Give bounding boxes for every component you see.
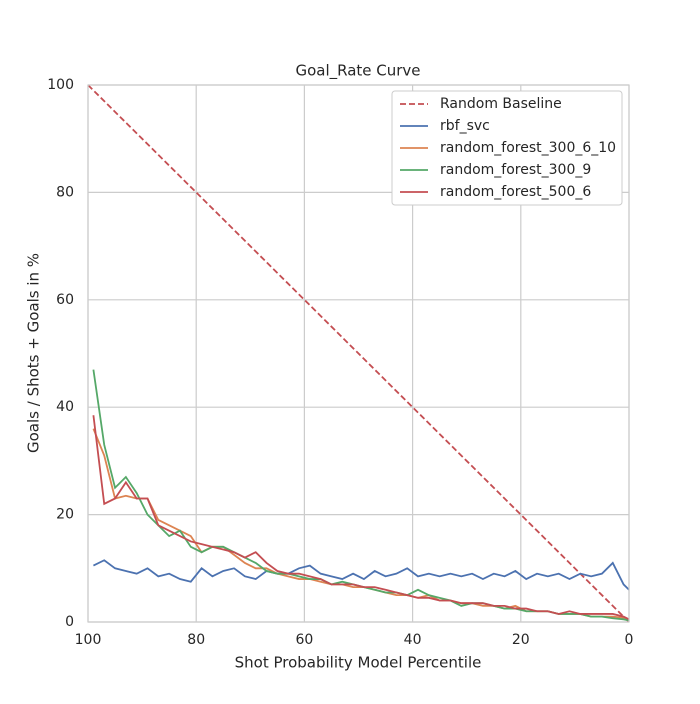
x-tick-label: 40 xyxy=(404,632,422,648)
x-tick-label: 0 xyxy=(625,632,634,648)
x-tick-label: 100 xyxy=(75,632,102,648)
x-tick-label: 20 xyxy=(512,632,530,648)
legend-label: random_forest_300_6_10 xyxy=(440,140,616,156)
y-tick-label: 20 xyxy=(56,507,74,523)
legend-box xyxy=(391,90,623,206)
x-tick-label: 80 xyxy=(187,632,205,648)
series-line xyxy=(92,415,630,621)
y-tick-label: 80 xyxy=(56,184,74,200)
legend-label: rbf_svc xyxy=(440,118,490,134)
y-tick-label: 40 xyxy=(56,399,74,415)
y-tick-label: 100 xyxy=(47,77,74,93)
legend-label: random_forest_500_6 xyxy=(440,184,591,200)
y-tick-label: 0 xyxy=(65,614,74,630)
x-axis-label: Shot Probability Model Percentile xyxy=(235,654,482,672)
chart-title: Goal_Rate Curve xyxy=(295,62,420,81)
legend-label: Random Baseline xyxy=(440,96,562,112)
plot-border xyxy=(87,84,630,623)
legend-label: random_forest_300_9 xyxy=(440,162,591,178)
series-line xyxy=(87,84,630,623)
x-tick-label: 60 xyxy=(295,632,313,648)
series-line xyxy=(93,559,630,591)
y-tick-label: 60 xyxy=(56,292,74,308)
y-axis-label: Goals / Shots + Goals in % xyxy=(25,253,43,453)
